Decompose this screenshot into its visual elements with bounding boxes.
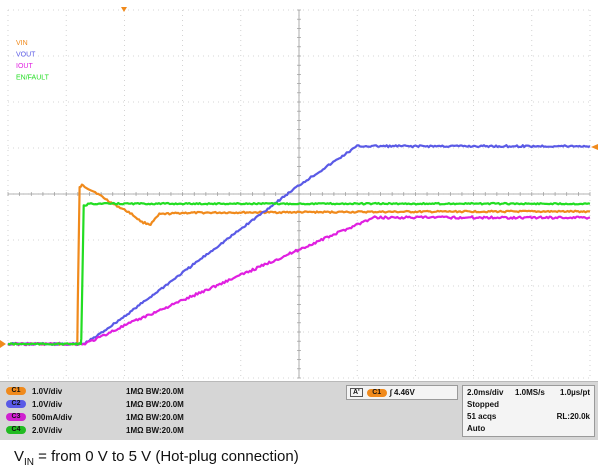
channel-bandwidth: BW:20.0M xyxy=(145,412,184,422)
legend-entry: IOUT xyxy=(16,63,33,70)
channel-impedance: 1MΩ BW:20.0M xyxy=(126,387,236,396)
channel-scale: 500mA/div xyxy=(32,412,73,422)
timebase: 2.0ms/div xyxy=(467,388,504,397)
channel-impedance-value: 1MΩ xyxy=(126,386,144,396)
acquisition-box: 2.0ms/div 1.0MS/s 1.0µs/pt Stopped 51 ac… xyxy=(462,385,595,437)
channel-chip: C3 xyxy=(6,413,26,421)
trigger-position-marker xyxy=(121,7,127,12)
figure-caption: VIN = from 0 V to 5 V (Hot-plug connecti… xyxy=(14,448,299,468)
series-line-vin xyxy=(7,183,591,346)
sample-rate: 1.0MS/s xyxy=(515,388,545,397)
legend-entry: VIN xyxy=(16,40,28,47)
channel-scale: 2.0V/div xyxy=(32,425,63,435)
trigger-level-marker xyxy=(591,144,598,150)
trigger-channel-chip: C1 xyxy=(366,388,387,397)
chart-legend: VIN VOUT IOUT EN/FAULT xyxy=(16,40,50,82)
acquisition-state: Stopped xyxy=(467,400,499,409)
channel-row[interactable]: C3 500mA/div 1MΩ BW:20.0M xyxy=(6,411,236,423)
channel-row[interactable]: C4 2.0V/div 1MΩ BW:20.0M xyxy=(6,424,236,436)
plot-traces xyxy=(7,144,591,347)
resolution: 1.0µs/pt xyxy=(560,388,590,397)
channel-row[interactable]: C1 1.0V/div 1MΩ BW:20.0M xyxy=(6,385,236,397)
legend-entry: EN/FAULT xyxy=(16,75,50,82)
channel-impedance-value: 1MΩ xyxy=(126,399,144,409)
channel-chip: C1 xyxy=(6,387,26,395)
trigger-box: A' C1 ∫ 4.46V xyxy=(346,385,458,400)
channel-impedance: 1MΩ BW:20.0M xyxy=(126,400,236,409)
trigger-mode: Auto xyxy=(467,424,486,433)
acquisition-count: 51 acqs xyxy=(467,412,497,421)
channel-scale: 1.0V/div xyxy=(32,399,63,409)
channel-scale: 1.0V/div xyxy=(32,386,63,396)
channel-bandwidth: BW:20.0M xyxy=(145,425,184,435)
channel-impedance-value: 1MΩ xyxy=(126,412,144,422)
channel-bandwidth: BW:20.0M xyxy=(145,399,184,409)
channel-settings-panel: C1 1.0V/div 1MΩ BW:20.0M C2 1.0V/div 1MΩ BW:2… xyxy=(0,381,598,440)
channel-impedance: 1MΩ BW:20.0M xyxy=(126,426,236,435)
series-line-en-fault xyxy=(7,201,591,346)
channel-impedance: 1MΩ BW:20.0M xyxy=(126,413,236,422)
series-line-iout xyxy=(7,215,591,347)
oscilloscope-plot: VIN VOUT IOUT EN/FAULT xyxy=(0,7,598,379)
series-line-vout xyxy=(7,144,591,346)
record-length: RL:20.0k xyxy=(556,412,590,421)
ground-marker xyxy=(0,340,6,348)
legend-entry: VOUT xyxy=(16,52,36,59)
channel-chip: C4 xyxy=(6,426,26,434)
trigger-label: A' xyxy=(350,388,363,397)
plot-grid xyxy=(7,9,591,379)
channel-impedance-value: 1MΩ xyxy=(126,425,144,435)
caption-prefix: V xyxy=(14,448,25,465)
caption-text: = from 0 V to 5 V (Hot-plug connection) xyxy=(34,448,299,465)
channel-bandwidth: BW:20.0M xyxy=(145,386,184,396)
caption-subscript: IN xyxy=(24,457,35,468)
channel-row[interactable]: C2 1.0V/div 1MΩ BW:20.0M xyxy=(6,398,236,410)
trigger-slope-icon: ∫ xyxy=(389,388,392,397)
trigger-level: 4.46V xyxy=(393,388,415,397)
channel-chip: C2 xyxy=(6,400,26,408)
